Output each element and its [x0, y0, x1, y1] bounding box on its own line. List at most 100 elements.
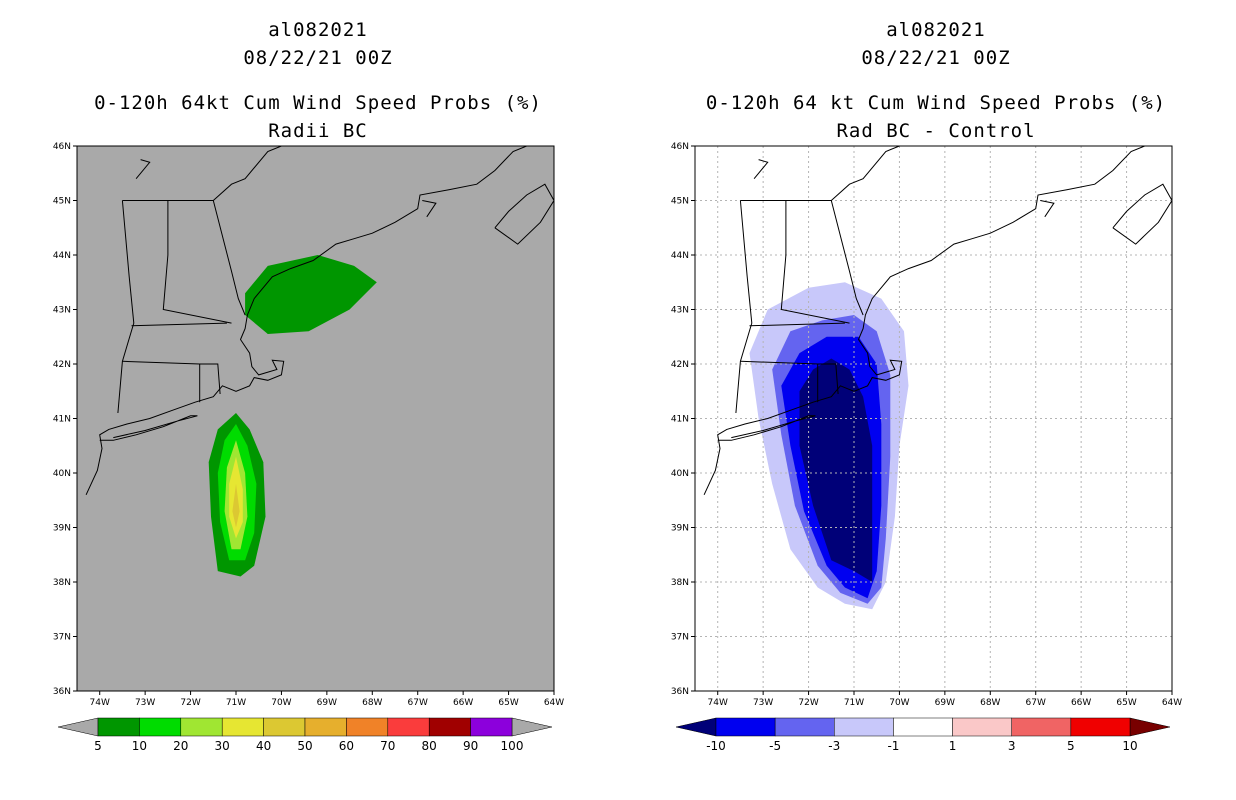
map-background — [77, 146, 554, 691]
colorbar-swatch-0 — [715, 717, 776, 737]
x-tick-label-72W: 72W — [180, 698, 200, 708]
x-tick-label-70W: 70W — [889, 698, 909, 708]
colorbar-swatch-1 — [774, 717, 835, 737]
colorbar-label-100: 100 — [501, 739, 524, 753]
colorbar-label-70: 70 — [380, 739, 395, 753]
contour-offshore-40pct — [232, 483, 240, 528]
colorbar-label--1: -1 — [887, 739, 899, 753]
colorbar-label-5: 5 — [1067, 739, 1075, 753]
y-tick-label-44N: 44N — [671, 251, 689, 261]
y-tick-label-41N: 41N — [671, 415, 689, 425]
colorbar-label-60: 60 — [339, 739, 354, 753]
colorbar-label-30: 30 — [215, 739, 230, 753]
colorbar-label--3: -3 — [828, 739, 840, 753]
y-tick-label-46N: 46N — [671, 142, 689, 152]
x-tick-label-70W: 70W — [271, 698, 291, 708]
y-tick-label-40N: 40N — [671, 469, 689, 479]
x-tick-label-69W: 69W — [317, 698, 337, 708]
colorbar-label-80: 80 — [422, 739, 437, 753]
y-tick-label-38N: 38N — [53, 578, 71, 588]
colorbar-swatch-7 — [387, 717, 430, 737]
state-border-4 — [131, 322, 227, 327]
x-tick-label-64W: 64W — [544, 698, 564, 708]
x-tick-label-66W: 66W — [1071, 698, 1091, 708]
y-tick-label-39N: 39N — [671, 524, 689, 534]
colorbar-swatch-4 — [952, 717, 1012, 737]
y-tick-label-45N: 45N — [53, 197, 71, 207]
colorbar-high-cap — [1129, 717, 1171, 737]
canada-coast-1 — [422, 200, 437, 218]
colorbar-label-10: 10 — [132, 739, 147, 753]
state-border-1 — [830, 146, 900, 201]
x-tick-label-68W: 68W — [980, 698, 1000, 708]
colorbar-swatch-0 — [97, 717, 140, 737]
y-tick-label-37N: 37N — [671, 633, 689, 643]
colorbar-label--5: -5 — [769, 739, 781, 753]
colorbar-swatch-6 — [346, 717, 389, 737]
colorbar-low-cap — [57, 717, 99, 737]
colorbar-label-50: 50 — [297, 739, 312, 753]
y-tick-label-40N: 40N — [53, 469, 71, 479]
x-tick-label-69W: 69W — [935, 698, 955, 708]
colorbar-label-10: 10 — [1122, 739, 1137, 753]
colorbar-label-40: 40 — [256, 739, 271, 753]
y-tick-label-44N: 44N — [53, 251, 71, 261]
right-date: 08/22/21 00Z — [861, 47, 1011, 69]
colorbar-swatch-2 — [180, 717, 223, 737]
colorbar-label-1: 1 — [949, 739, 957, 753]
x-tick-label-71W: 71W — [226, 698, 246, 708]
x-tick-label-73W: 73W — [753, 698, 773, 708]
y-tick-label-43N: 43N — [53, 306, 71, 316]
colorbar-swatch-2 — [834, 717, 894, 737]
right-title: 0-120h 64 kt Cum Wind Speed Probs (%) — [705, 92, 1167, 114]
left-storm-id: al082021 — [268, 19, 368, 41]
coastline-0 — [85, 146, 527, 496]
y-tick-label-39N: 39N — [53, 524, 71, 534]
y-tick-label-43N: 43N — [671, 306, 689, 316]
colorbar-swatch-3 — [221, 717, 264, 737]
colorbar-swatch-8 — [428, 717, 471, 737]
map-layers — [695, 146, 1172, 691]
x-tick-label-73W: 73W — [135, 698, 155, 708]
colorbar-swatch-9 — [470, 717, 513, 737]
colorbar-label-20: 20 — [173, 739, 188, 753]
state-border-2 — [830, 200, 864, 316]
y-tick-label-38N: 38N — [671, 578, 689, 588]
canada-coast-0 — [1112, 183, 1172, 245]
right-storm-id: al082021 — [886, 19, 986, 41]
state-border-3 — [780, 200, 850, 324]
colorbar-swatch-6 — [1070, 717, 1131, 737]
coastline-1 — [99, 415, 198, 441]
y-tick-label-46N: 46N — [53, 142, 71, 152]
colorbar-label-5: 5 — [94, 739, 102, 753]
colorbar-low-cap — [675, 717, 717, 737]
x-tick-label-66W: 66W — [453, 698, 473, 708]
canada-coast-0 — [494, 183, 554, 245]
state-border-5 — [122, 360, 221, 395]
y-tick-label-41N: 41N — [53, 415, 71, 425]
left-subtitle: Radii BC — [268, 120, 368, 142]
state-border-2 — [212, 200, 246, 316]
state-border-3 — [162, 200, 232, 324]
state-border-1 — [212, 146, 282, 201]
x-tick-label-67W: 67W — [1026, 698, 1046, 708]
canada-coast-2 — [753, 159, 769, 180]
x-tick-label-67W: 67W — [408, 698, 428, 708]
state-border-7 — [117, 200, 135, 414]
left-title: 0-120h 64kt Cum Wind Speed Probs (%) — [94, 92, 542, 114]
y-tick-label-36N: 36N — [671, 687, 689, 697]
y-tick-label-42N: 42N — [671, 360, 689, 370]
x-tick-label-65W: 65W — [1116, 698, 1136, 708]
colorbar-swatch-3 — [893, 717, 953, 737]
colorbar-swatch-4 — [263, 717, 306, 737]
y-tick-label-36N: 36N — [53, 687, 71, 697]
canada-coast-2 — [135, 159, 151, 180]
coastline-1 — [717, 415, 816, 441]
x-tick-label-64W: 64W — [1162, 698, 1182, 708]
colorbar-label-3: 3 — [1008, 739, 1016, 753]
x-tick-label-68W: 68W — [362, 698, 382, 708]
y-tick-label-45N: 45N — [671, 197, 689, 207]
left-map-panel: 74W 73W 72W 71W 70W 69W 68W 67W 66W 65W 64W 36N 37N 3… — [53, 142, 564, 753]
canada-coast-1 — [1040, 200, 1055, 218]
